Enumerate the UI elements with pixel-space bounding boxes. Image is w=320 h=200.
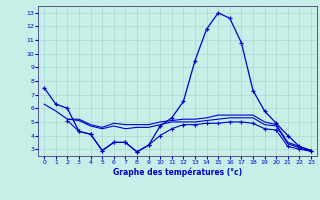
X-axis label: Graphe des températures (°c): Graphe des températures (°c) — [113, 168, 242, 177]
